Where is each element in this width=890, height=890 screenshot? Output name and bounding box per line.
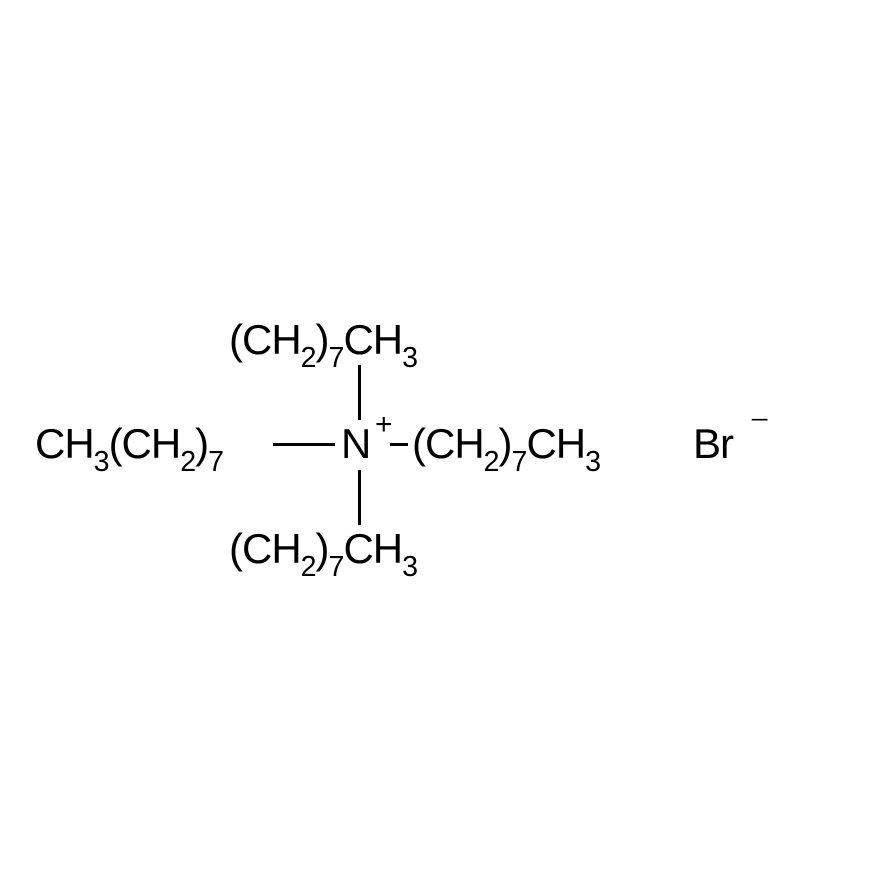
chemical-structure-canvas: (CH2)7CH3 CH3(CH2)7 N + (CH2)7CH3 (CH2)7… [0, 0, 890, 890]
bond-bottom [358, 470, 361, 525]
center-nitrogen: N [341, 420, 370, 468]
chain-right: (CH2)7CH3 [412, 420, 600, 475]
anion-charge: − [750, 402, 768, 440]
center-charge: + [375, 408, 392, 442]
bond-right [390, 443, 408, 446]
chain-bottom: (CH2)7CH3 [229, 525, 417, 580]
bond-left [273, 443, 335, 446]
bond-top [358, 365, 361, 420]
anion-br: Br [693, 420, 733, 468]
chain-top: (CH2)7CH3 [229, 316, 417, 371]
chain-left: CH3(CH2)7 [35, 420, 223, 475]
